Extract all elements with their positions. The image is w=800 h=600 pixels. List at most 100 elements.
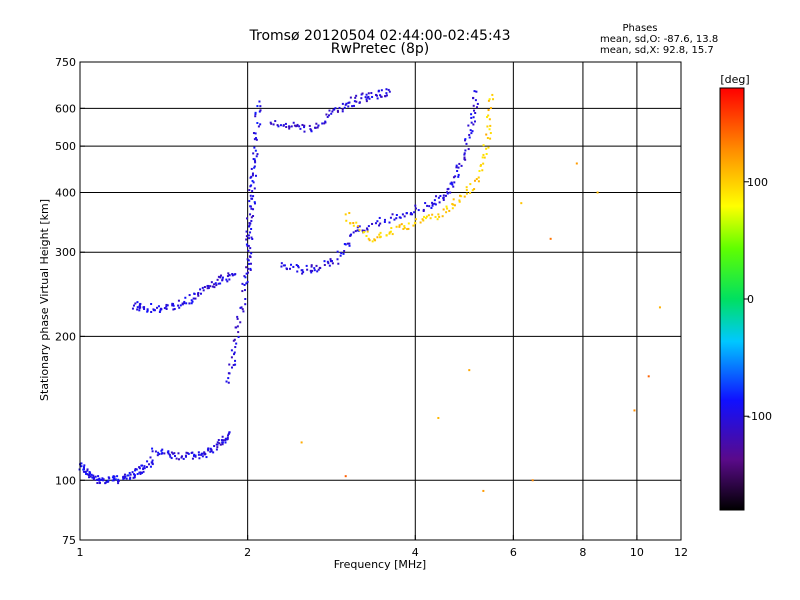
data-point <box>172 302 175 305</box>
data-point <box>135 468 138 471</box>
data-point <box>149 456 152 459</box>
data-point <box>328 109 331 112</box>
y-tick-label: 400 <box>55 186 76 199</box>
data-point <box>217 439 220 442</box>
chart-title: Tromsø 20120504 02:44:00-02:45:43 <box>249 28 511 44</box>
data-point <box>302 271 305 274</box>
data-point <box>458 199 461 202</box>
data-point <box>446 207 449 210</box>
data-point <box>102 479 105 482</box>
data-point <box>257 125 260 128</box>
data-point <box>485 133 488 136</box>
data-point <box>245 266 248 269</box>
data-point <box>393 218 396 221</box>
data-point <box>380 95 383 98</box>
data-point <box>132 304 135 307</box>
data-point <box>348 244 351 247</box>
data-point <box>252 208 255 211</box>
y-tick-label: 75 <box>62 534 76 547</box>
data-point <box>253 146 256 149</box>
data-point <box>215 284 218 287</box>
data-point <box>469 191 472 194</box>
data-point <box>479 164 482 167</box>
data-point <box>173 307 176 310</box>
data-point <box>244 276 247 279</box>
data-point <box>134 469 137 472</box>
data-point <box>288 126 291 129</box>
data-point <box>216 441 219 444</box>
data-point <box>460 164 463 167</box>
data-point <box>429 217 432 220</box>
data-point <box>308 124 311 127</box>
data-point <box>233 351 236 354</box>
data-point <box>138 471 141 474</box>
data-point <box>218 442 221 445</box>
data-point <box>406 228 409 231</box>
data-point <box>244 303 247 306</box>
data-point <box>159 309 162 312</box>
data-point <box>341 108 344 111</box>
data-point <box>213 283 216 286</box>
data-point <box>455 166 458 169</box>
data-point <box>362 231 365 234</box>
data-point <box>473 188 476 191</box>
data-point <box>102 478 105 481</box>
data-point <box>414 204 417 207</box>
data-point <box>470 132 473 135</box>
data-point <box>385 234 388 237</box>
data-point <box>355 221 358 224</box>
data-point <box>376 97 379 100</box>
data-point <box>364 96 367 99</box>
data-point <box>201 455 204 458</box>
data-point <box>221 441 224 444</box>
data-point <box>315 264 318 267</box>
data-point <box>371 240 374 243</box>
data-point <box>298 125 301 128</box>
data-point <box>139 471 142 474</box>
data-point <box>100 478 103 481</box>
data-point <box>442 194 445 197</box>
data-point <box>402 227 405 230</box>
data-point <box>365 227 368 230</box>
data-point <box>368 239 371 242</box>
data-point <box>358 101 361 104</box>
data-point <box>250 216 253 219</box>
data-point <box>243 289 246 292</box>
data-point <box>203 286 206 289</box>
data-point <box>384 95 387 98</box>
data-point <box>358 229 361 232</box>
data-point <box>439 195 442 198</box>
data-point <box>240 306 243 309</box>
data-point <box>132 473 135 476</box>
data-point <box>246 217 249 220</box>
data-point <box>489 124 492 127</box>
data-point <box>239 321 242 324</box>
data-point <box>151 447 154 450</box>
data-point <box>328 264 331 267</box>
data-point <box>129 476 132 479</box>
data-point <box>136 306 139 309</box>
data-point <box>191 300 194 303</box>
data-point <box>489 137 492 140</box>
data-point <box>485 152 488 155</box>
data-point <box>237 335 240 338</box>
data-point <box>148 463 151 466</box>
data-point <box>371 95 374 98</box>
data-point <box>249 205 252 208</box>
data-point <box>472 123 475 126</box>
data-point <box>303 124 306 127</box>
data-point <box>348 242 351 245</box>
data-point <box>347 105 350 108</box>
data-point <box>367 225 370 228</box>
data-point <box>230 349 233 352</box>
data-point <box>431 213 434 216</box>
data-point <box>351 105 354 108</box>
data-point <box>250 184 253 187</box>
data-point <box>136 301 139 304</box>
data-point <box>398 216 401 219</box>
data-point <box>296 265 299 268</box>
data-point <box>228 274 231 277</box>
data-point <box>250 219 253 222</box>
data-point <box>310 129 313 132</box>
